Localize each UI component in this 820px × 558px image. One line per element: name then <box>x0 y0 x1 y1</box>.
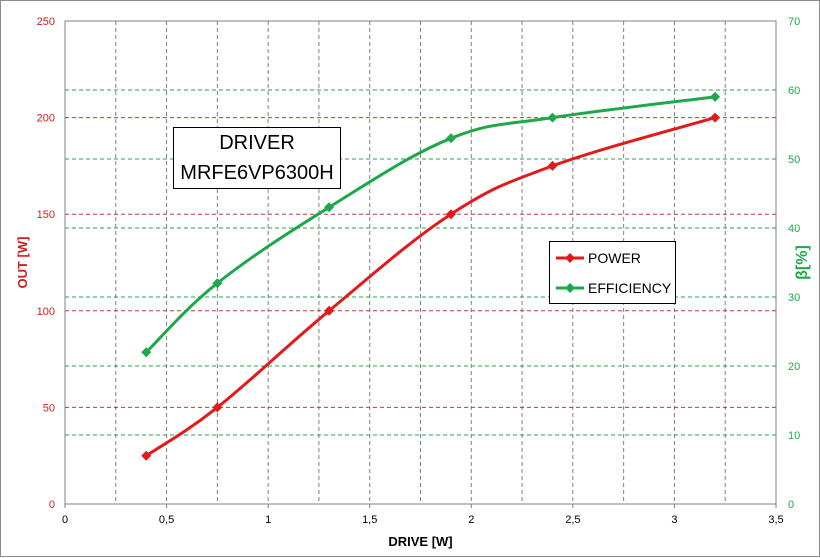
annotation-line-1: DRIVER <box>219 132 295 154</box>
y2-tick-label: 70 <box>788 16 800 28</box>
data-point-efficiency <box>212 278 223 289</box>
data-point-efficiency <box>445 133 456 144</box>
legend-item-efficiency: EFFICIENCY <box>550 278 675 298</box>
y2-tick-label: 20 <box>788 361 800 373</box>
data-point-power <box>710 112 721 123</box>
data-point-power <box>547 160 558 171</box>
legend-swatch-efficiency <box>556 283 584 293</box>
x-axis-title: DRIVE [W] <box>388 534 452 549</box>
y-tick-label: 100 <box>37 306 55 318</box>
x-tick-label: 2,5 <box>565 514 580 526</box>
x-tick-label: 0,5 <box>159 514 174 526</box>
data-point-efficiency <box>141 347 152 358</box>
data-point-efficiency <box>547 112 558 123</box>
x-tick-label: 1,5 <box>362 514 377 526</box>
y-tick-label: 50 <box>43 402 55 414</box>
data-point-power <box>141 450 152 461</box>
y-axis-title: OUT [W] <box>15 237 30 289</box>
data-point-power <box>324 305 335 316</box>
y-tick-label: 0 <box>49 499 55 511</box>
data-point-power <box>212 402 223 413</box>
x-tick-label: 3,5 <box>768 514 783 526</box>
y-tick-label: 200 <box>37 113 55 125</box>
data-point-efficiency <box>324 202 335 213</box>
x-tick-label: 1 <box>265 514 271 526</box>
legend-label-efficiency: EFFICIENCY <box>588 280 672 296</box>
y-tick-label: 150 <box>37 209 55 221</box>
y2-tick-label: 0 <box>788 499 794 511</box>
chart-annotation-box: DRIVER MRFE6VP6300H <box>173 127 341 189</box>
legend: POWER EFFICIENCY <box>549 241 676 304</box>
x-tick-label: 2 <box>468 514 474 526</box>
annotation-line-2: MRFE6VP6300H <box>180 162 334 184</box>
legend-label-power: POWER <box>588 250 641 266</box>
data-point-power <box>445 209 456 220</box>
y-tick-label: 250 <box>37 16 55 28</box>
legend-swatch-power <box>556 253 584 263</box>
y2-tick-label: 10 <box>788 430 800 442</box>
y2-tick-label: 30 <box>788 292 800 304</box>
y2-tick-label: 50 <box>788 154 800 166</box>
data-point-efficiency <box>710 91 721 102</box>
y2-tick-label: 40 <box>788 223 800 235</box>
x-tick-label: 0 <box>62 514 68 526</box>
legend-item-power: POWER <box>550 248 675 268</box>
x-tick-label: 3 <box>671 514 677 526</box>
y2-axis-title: β[%] <box>794 245 811 280</box>
y2-tick-label: 60 <box>788 85 800 97</box>
